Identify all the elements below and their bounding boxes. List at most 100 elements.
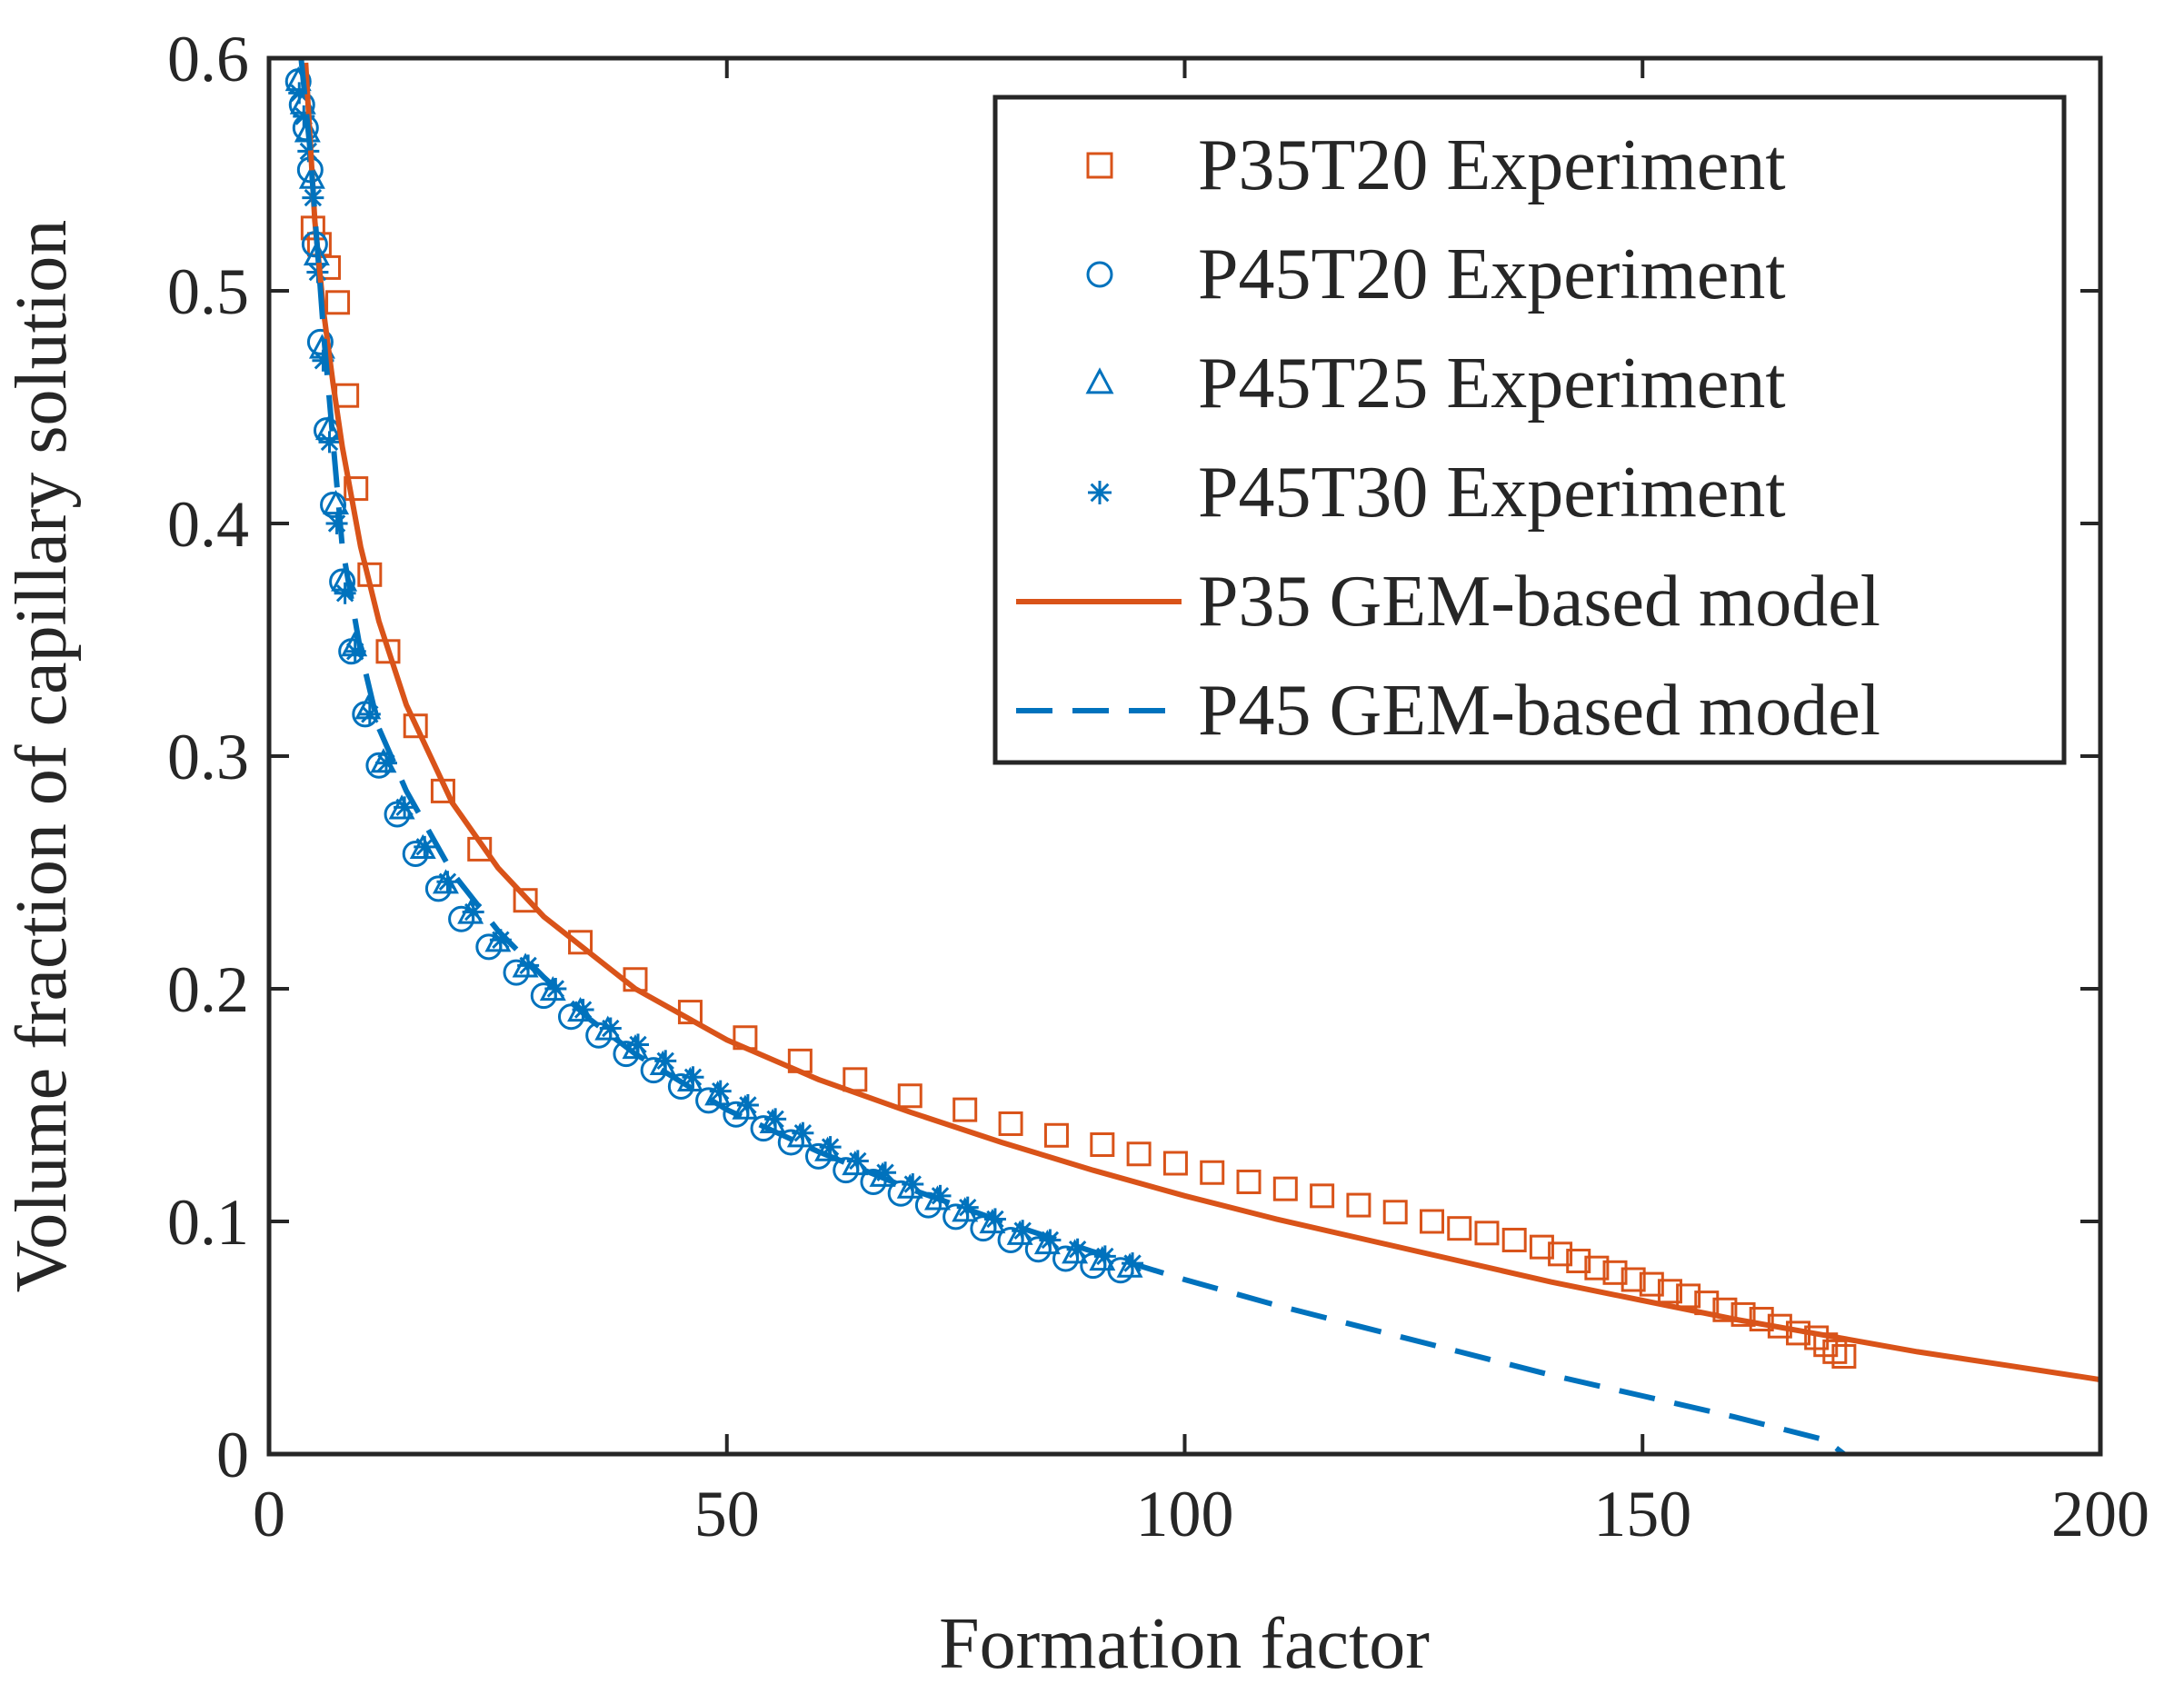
series-line <box>303 62 2100 1383</box>
data-point <box>318 431 341 453</box>
data-point <box>306 328 334 355</box>
x-tick-label: 0 <box>253 1478 285 1550</box>
y-tick-label: 0.6 <box>167 23 249 95</box>
data-point <box>1676 1283 1701 1309</box>
legend-box <box>992 95 2067 765</box>
y-tick-label: 0 <box>216 1419 249 1491</box>
data-point <box>358 703 381 725</box>
y-tick-label: 0.1 <box>167 1186 249 1259</box>
data-point <box>1548 1241 1573 1267</box>
data-point <box>325 290 351 315</box>
data-point <box>1831 1343 1857 1369</box>
data-point <box>736 1094 759 1116</box>
legend-label: P45T30 Experiment <box>1198 453 1786 533</box>
series-4 <box>303 62 2100 1383</box>
data-point <box>956 1196 979 1219</box>
y-tick-label: 0.5 <box>167 255 249 328</box>
data-point <box>568 930 593 955</box>
data-point <box>513 888 538 913</box>
legend-label: P45T25 Experiment <box>1198 344 1786 424</box>
data-point <box>1346 1192 1371 1218</box>
legend-label: P45T20 Experiment <box>1198 234 1786 314</box>
data-point <box>1501 1227 1527 1252</box>
legend-marker <box>1086 261 1113 288</box>
legend-entry: P45T20 Experiment <box>1086 234 1786 314</box>
data-point <box>682 1066 704 1089</box>
legend: P35T20 Experiment P45T20 Experiment P45T25… <box>992 95 2067 765</box>
data-point <box>1712 1297 1738 1322</box>
data-point <box>654 1050 677 1072</box>
axis-ticks: 0 50 100 150 200 0 0.1 0.2 0.3 0.4 0.5 0.6 <box>167 23 2149 1550</box>
data-point <box>320 492 347 519</box>
data-point <box>1447 1216 1472 1241</box>
y-tick-label: 0.2 <box>167 953 249 1026</box>
data-point <box>414 835 436 858</box>
legend-marker <box>1085 367 1114 394</box>
data-point <box>764 1108 787 1131</box>
x-tick-label: 100 <box>1136 1478 1234 1550</box>
data-point <box>334 383 360 408</box>
legend-label: P45 GEM-based model <box>1198 671 1880 751</box>
legend-items: P35T20 Experiment P45T20 Experiment P45T25… <box>1016 125 1880 751</box>
data-point <box>402 841 429 868</box>
data-point <box>1162 1151 1188 1176</box>
data-point <box>952 1097 978 1122</box>
series-5 <box>298 58 1846 1454</box>
data-point <box>1584 1255 1610 1280</box>
data-point <box>1420 1209 1445 1234</box>
data-point <box>403 713 428 739</box>
legend-label: P35 GEM-based model <box>1198 562 1880 642</box>
data-point <box>1749 1307 1774 1332</box>
data-point <box>627 1033 650 1056</box>
data-point <box>1621 1267 1646 1292</box>
legend-entry: P45T25 Experiment <box>1085 344 1786 424</box>
data-point <box>384 801 411 828</box>
x-tick-label: 150 <box>1593 1478 1691 1550</box>
data-point <box>792 1121 814 1144</box>
x-axis-label: Formation factor <box>939 1604 1430 1684</box>
data-point <box>1272 1176 1298 1201</box>
data-point <box>897 1083 922 1109</box>
legend-entry: P35 GEM-based model <box>1016 562 1880 642</box>
y-tick-label: 0.4 <box>167 488 249 561</box>
data-point <box>374 752 397 774</box>
data-point <box>344 476 369 502</box>
data-point <box>1236 1169 1262 1194</box>
legend-marker <box>1086 152 1113 179</box>
data-point <box>1529 1234 1554 1260</box>
data-point <box>1200 1160 1225 1185</box>
legend-label: P35T20 Experiment <box>1198 125 1786 205</box>
series-layer <box>284 58 2100 1454</box>
data-point <box>1657 1279 1682 1304</box>
data-point <box>1382 1200 1408 1225</box>
data-point <box>1090 1132 1115 1158</box>
data-point <box>462 901 484 923</box>
data-point <box>1043 1122 1069 1148</box>
data-point <box>325 513 348 534</box>
data-point <box>1602 1260 1628 1285</box>
data-point <box>599 1017 622 1040</box>
legend-entry: P45T30 Experiment <box>1088 453 1786 533</box>
y-axis-label: Volume fraction of capillary solution <box>2 220 82 1292</box>
y-tick-label: 0.3 <box>167 721 249 793</box>
x-tick-label: 200 <box>2051 1478 2149 1550</box>
legend-entry: P35T20 Experiment <box>1086 125 1786 205</box>
data-point <box>1310 1183 1335 1209</box>
data-point <box>1126 1141 1152 1167</box>
data-point <box>424 875 452 902</box>
data-point <box>1566 1249 1591 1274</box>
series-0 <box>300 215 1857 1369</box>
data-point <box>436 871 459 893</box>
data-point <box>846 1150 869 1172</box>
data-point <box>1639 1271 1664 1297</box>
series-line <box>298 58 1846 1454</box>
data-point <box>1822 1339 1848 1364</box>
data-point <box>998 1111 1023 1136</box>
x-tick-label: 50 <box>694 1478 760 1550</box>
data-point <box>709 1080 732 1102</box>
data-point <box>1474 1221 1500 1246</box>
legend-entry: P45 GEM-based model <box>1016 671 1880 751</box>
data-point <box>1730 1301 1756 1327</box>
